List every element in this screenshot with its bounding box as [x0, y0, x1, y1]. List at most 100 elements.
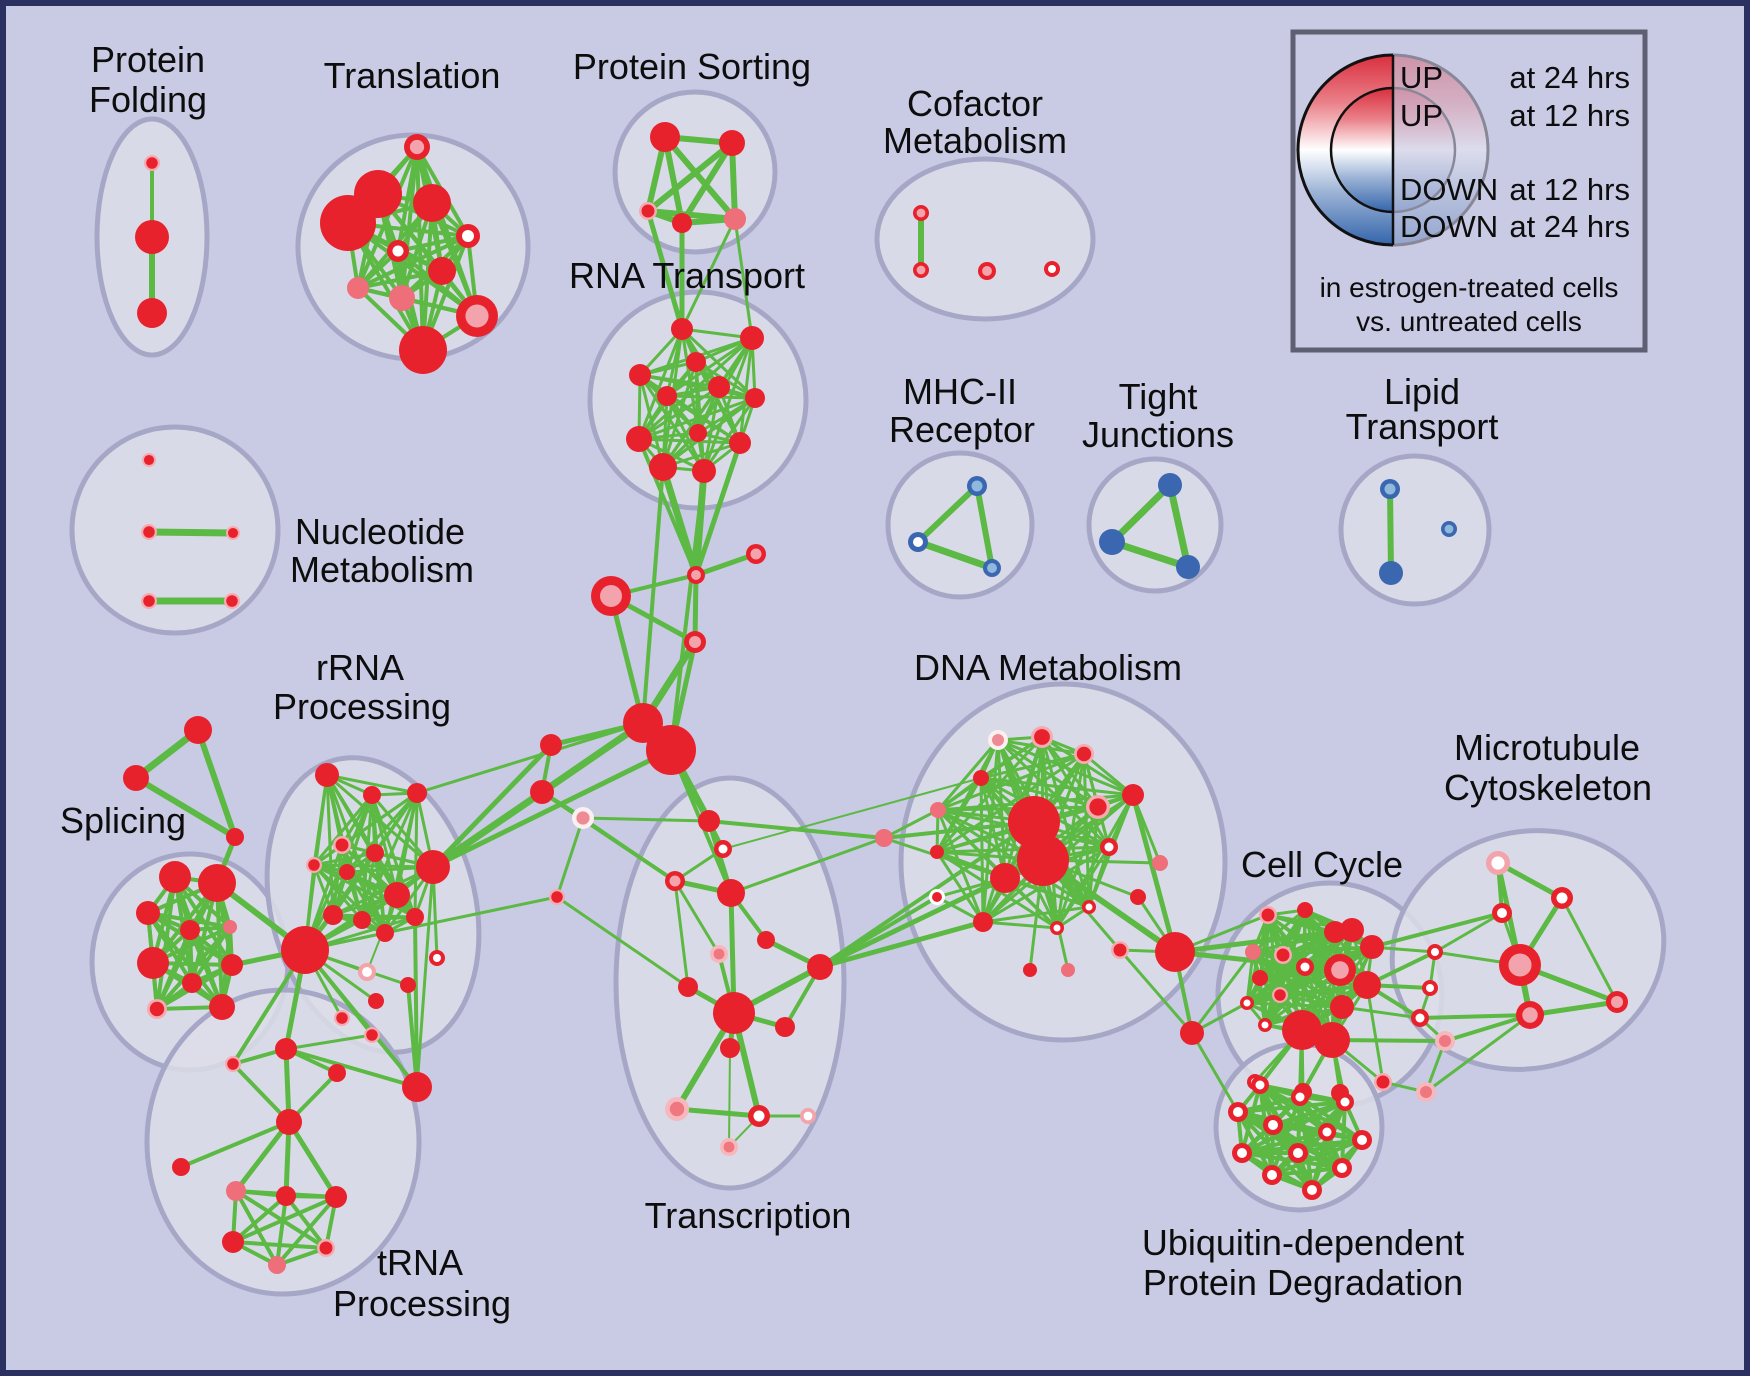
- node-sp4: [223, 920, 237, 934]
- edge-tr11-tr12: [674, 1106, 762, 1119]
- edge-mc5-mc9: [1418, 1013, 1532, 1020]
- cluster-label-5: Metabolism: [883, 120, 1067, 161]
- node-dm24: [1180, 1021, 1204, 1045]
- node-rr3: [335, 838, 349, 852]
- cluster-label-14: Metabolism: [290, 549, 474, 590]
- edge-dm23-dm8: [1040, 857, 1178, 955]
- node-rt9: [729, 432, 751, 454]
- node-tr0: [698, 810, 720, 832]
- edge-dm0-dm4: [936, 738, 1000, 812]
- node-m0: [971, 480, 983, 492]
- node-dm0: [992, 734, 1004, 746]
- legend-note-0: in estrogen-treated cells: [1320, 272, 1619, 303]
- node-dm21: [1061, 963, 1075, 977]
- node-dm5: [875, 829, 893, 847]
- edge-dm16-dm18: [981, 920, 1059, 930]
- edge-dm3-dm10: [979, 776, 1100, 809]
- edge-rr3-rr9: [331, 843, 344, 917]
- node-tri2: [226, 828, 244, 846]
- node-tn6: [276, 1186, 296, 1206]
- node-t7: [347, 277, 369, 299]
- cluster-ellipse-cofactor-metabolism: [874, 156, 1096, 322]
- edge-dm5-dm9: [882, 836, 1007, 880]
- cluster-label-24: Cytoskeleton: [1444, 767, 1652, 808]
- edge-tn1-rr17: [284, 1033, 374, 1051]
- edge-rr22-rr7: [415, 865, 435, 1089]
- edge-rt8-rt9: [637, 437, 742, 445]
- node-m2: [987, 563, 997, 573]
- node-t2: [413, 184, 451, 222]
- node-rr8: [384, 882, 410, 908]
- node-dm2: [1076, 746, 1092, 762]
- edge-dm3-dm4: [936, 776, 983, 812]
- edge-mc1-mc10: [1560, 896, 1619, 1004]
- node-l0: [1384, 483, 1396, 495]
- legend-direction-3: DOWN: [1400, 209, 1498, 244]
- edge-sp3-sp8: [155, 928, 192, 1011]
- edge-ps1-ps2: [645, 140, 735, 214]
- edge-tn5-tn10: [234, 1189, 279, 1267]
- node-ps3: [672, 213, 692, 233]
- node-tn3: [276, 1109, 302, 1135]
- edge-mc7-mc9: [1424, 1013, 1532, 1094]
- node-ub11: [1307, 1185, 1317, 1195]
- node-rr9: [323, 905, 343, 925]
- cluster-label-25: Ubiquitin-dependent: [1142, 1222, 1464, 1263]
- node-dm18: [1053, 924, 1061, 932]
- node-rr0: [315, 763, 339, 787]
- node-dm13: [1152, 855, 1168, 871]
- node-mc7: [1420, 1086, 1432, 1098]
- edge-cc20-cc9: [1365, 983, 1385, 1084]
- node-dm3: [973, 770, 989, 786]
- edge-ub9-ub10: [1270, 1166, 1344, 1177]
- edge-tn6-tn8: [231, 1194, 288, 1244]
- edge-dm10-dm18: [1055, 805, 1100, 930]
- edge-dm23-dm11: [1130, 792, 1178, 955]
- node-rr18: [336, 1012, 348, 1024]
- edge-cc12-cc16: [1245, 1001, 1344, 1009]
- legend-circle-faded-half: [1393, 53, 1490, 247]
- node-x0: [691, 570, 701, 580]
- node-cc3: [1340, 918, 1364, 942]
- edge-rt9-x0: [693, 440, 743, 578]
- node-m1: [913, 537, 923, 547]
- node-sp6: [182, 973, 202, 993]
- edge-tr6-dm7: [818, 820, 1036, 969]
- node-tri1: [123, 765, 149, 791]
- node-cc6: [1276, 948, 1290, 962]
- edge-rt3-rt11: [638, 373, 706, 473]
- node-j0: [1158, 473, 1182, 497]
- cluster-label-26: Protein Degradation: [1143, 1262, 1463, 1303]
- legend-inner-circle: [1329, 86, 1393, 214]
- node-rt8: [626, 426, 652, 452]
- node-rr10: [353, 911, 371, 929]
- node-sp8: [149, 1001, 165, 1017]
- edge-dm1-dm12: [1040, 735, 1111, 849]
- edge-rr7-rr9: [331, 865, 435, 917]
- node-cc13: [1261, 1021, 1269, 1029]
- node-rt3: [629, 364, 651, 386]
- edge-c2-tr2: [581, 816, 677, 883]
- edge-j0-j1: [1108, 481, 1174, 546]
- node-rt10: [649, 453, 677, 481]
- node-tn5: [226, 1181, 246, 1201]
- edge-c3-tr7: [555, 895, 690, 989]
- edge-m0-m2: [974, 483, 995, 571]
- edge-mc0-mc1: [1495, 860, 1565, 901]
- node-mc3: [1431, 948, 1439, 956]
- node-mc5: [1415, 1013, 1425, 1023]
- node-rr22: [402, 1072, 432, 1102]
- node-cc1: [1297, 902, 1313, 918]
- edge-tr6-dm16: [817, 919, 986, 970]
- node-cc16: [1330, 995, 1354, 1019]
- cluster-label-17: Splicing: [60, 800, 186, 841]
- edge-j1-j2: [1108, 538, 1192, 571]
- edge-dm2-dm3: [979, 752, 1086, 780]
- node-pf2: [137, 298, 167, 328]
- edge-m1-m2: [914, 538, 996, 572]
- edge-sp2-sp9: [146, 911, 224, 1009]
- edge-c0-rr7: [430, 742, 554, 870]
- node-l1: [1444, 524, 1454, 534]
- node-x3: [688, 635, 702, 649]
- cluster-label-3: Protein Sorting: [573, 46, 811, 87]
